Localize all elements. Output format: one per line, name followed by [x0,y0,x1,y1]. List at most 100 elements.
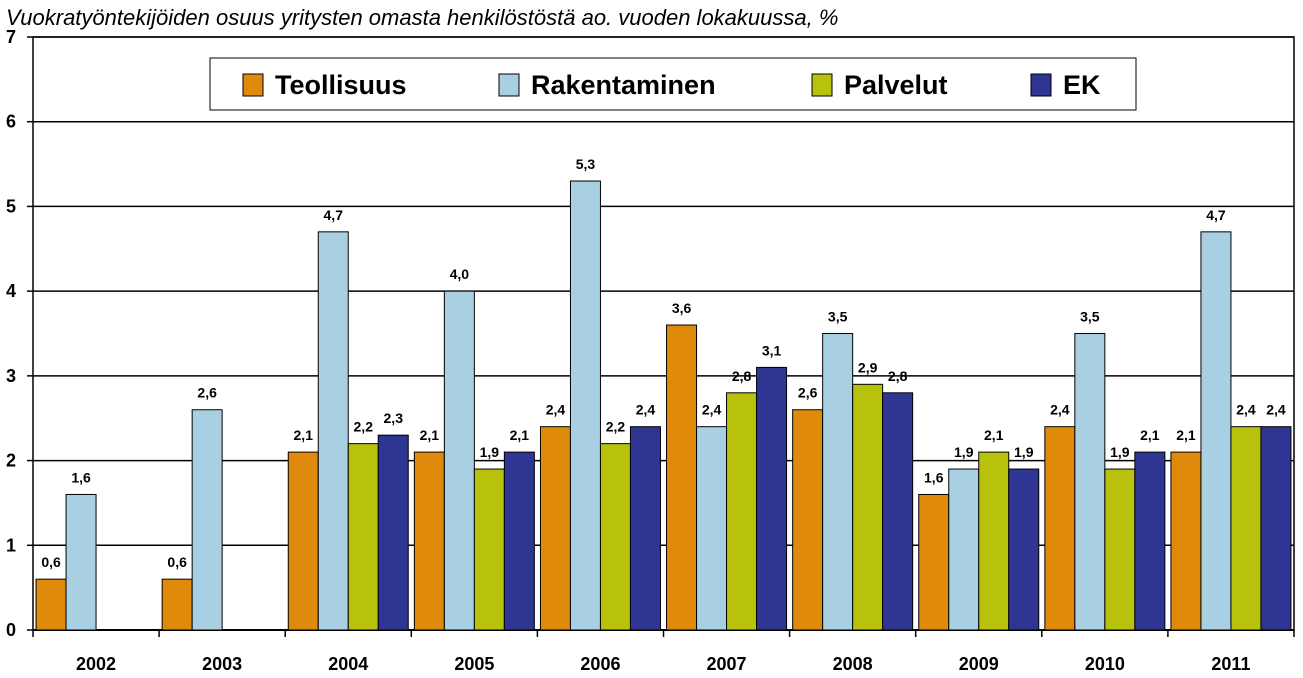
y-tick-label: 6 [6,112,16,132]
data-label: 2,4 [546,402,566,418]
bar-teollisuus-2005 [413,451,445,631]
data-label: 3,1 [762,342,782,358]
data-label: 2,4 [1050,402,1070,418]
bar-ek-2006 [629,426,661,631]
bar-teollisuus-2009 [918,493,950,631]
y-tick-label: 1 [6,535,16,555]
legend-box [209,57,1137,111]
data-label: 4,0 [450,266,470,282]
data-label: 2,4 [1236,402,1256,418]
bar-teollisuus-2010 [1044,426,1076,631]
bar-palvelut-2008 [852,383,884,631]
bar-ek-2010 [1134,451,1166,631]
data-label: 2,6 [798,385,818,401]
x-tick-label: 2002 [76,654,116,674]
bar-ek-2004 [377,434,409,631]
legend-label-rakentaminen: Rakentaminen [531,70,716,100]
data-label: 1,9 [480,444,500,460]
bar-rakentaminen-2006 [569,180,601,631]
data-label: 1,6 [924,469,944,485]
y-tick-label: 5 [6,196,16,216]
bar-rakentaminen-2004 [317,231,349,631]
bar-ek-2005 [503,451,535,631]
data-label: 4,7 [1206,207,1226,223]
data-label: 3,5 [828,309,848,325]
data-label: 5,3 [576,156,596,172]
bar-palvelut-2007 [726,392,758,631]
bar-teollisuus-2007 [666,324,698,631]
data-label: 2,2 [606,419,626,435]
bar-ek-2009 [1008,468,1040,631]
data-label: 2,1 [1140,427,1160,443]
bar-teollisuus-2002 [35,578,67,631]
bar-teollisuus-2006 [539,426,571,631]
data-label: 2,8 [888,368,908,384]
bar-ek-2011 [1260,426,1292,631]
x-tick-label: 2006 [580,654,620,674]
data-label: 2,4 [636,402,656,418]
data-label: 1,9 [1110,444,1130,460]
data-label: 2,9 [858,359,878,375]
x-tick-label: 2008 [833,654,873,674]
data-labels: 0,6 1,6 0,6 2,6 2,1 4,7 2,2 2,3 2,1 4,0 1,9 2,1 2,4 5… [41,156,1286,570]
y-tick-label: 7 [6,27,16,47]
x-tick-label: 2004 [328,654,368,674]
x-tick-label: 2011 [1211,654,1250,674]
x-tick-label: 2003 [202,654,242,674]
bar-ek-2007 [756,366,788,631]
data-label: 2,3 [384,410,404,426]
data-label: 1,9 [954,444,974,460]
x-tick-label: 2005 [454,654,494,674]
data-label: 2,6 [197,385,217,401]
bar-palvelut-2010 [1104,468,1136,631]
legend-swatch-ek [1030,73,1052,97]
data-label: 3,6 [672,300,692,316]
bar-rakentaminen-2009 [948,468,980,631]
bar-palvelut-2011 [1230,426,1262,631]
bar-teollisuus-2008 [792,409,824,631]
bar-teollisuus-2003 [161,578,193,631]
x-tick-label: 2009 [959,654,999,674]
data-label: 2,1 [1176,427,1196,443]
data-label: 2,4 [702,402,722,418]
bar-palvelut-2005 [473,468,505,631]
data-label: 0,6 [167,554,187,570]
bar-palvelut-2006 [599,443,631,631]
legend-label-ek: EK [1063,70,1101,100]
bar-palvelut-2004 [347,443,379,631]
data-label: 2,1 [294,427,314,443]
y-tick-label: 3 [6,366,16,386]
data-label: 0,6 [41,554,61,570]
bar-palvelut-2009 [978,451,1010,631]
bar-rakentaminen-2010 [1074,333,1106,631]
bar-ek-2008 [882,392,914,631]
legend-label-teollisuus: Teollisuus [275,70,407,100]
legend-swatch-rakentaminen [498,73,520,97]
data-label: 2,4 [1266,402,1286,418]
data-label: 2,8 [732,368,752,384]
x-axis-labels: 2002 2003 2004 2005 2006 2007 2008 2009 2010 2011 [76,654,1250,674]
bar-teollisuus-2004 [287,451,319,631]
chart-title: Vuokratyöntekijöiden osuus yritysten oma… [6,5,838,30]
x-tick-label: 2010 [1085,654,1125,674]
data-label: 2,1 [510,427,530,443]
legend-swatch-palvelut [811,73,833,97]
bar-rakentaminen-2008 [822,333,854,631]
data-label: 2,1 [420,427,440,443]
bar-rakentaminen-2007 [696,426,728,631]
x-tick-label: 2007 [707,654,747,674]
data-label: 2,1 [984,427,1004,443]
bar-rakentaminen-2011 [1200,231,1232,631]
bars [35,180,1292,631]
y-tick-label: 4 [6,281,16,301]
y-axis-ticks: 0 1 2 3 4 5 6 7 [6,27,16,640]
bar-rakentaminen-2003 [191,409,223,631]
bar-rakentaminen-2005 [443,290,475,631]
data-label: 4,7 [324,207,344,223]
y-tick-label: 0 [6,620,16,640]
legend-label-palvelut: Palvelut [844,70,948,100]
legend: Teollisuus Rakentaminen Palvelut EK [209,57,1137,111]
y-tick-label: 2 [6,451,16,471]
legend-swatch-teollisuus [242,73,264,97]
